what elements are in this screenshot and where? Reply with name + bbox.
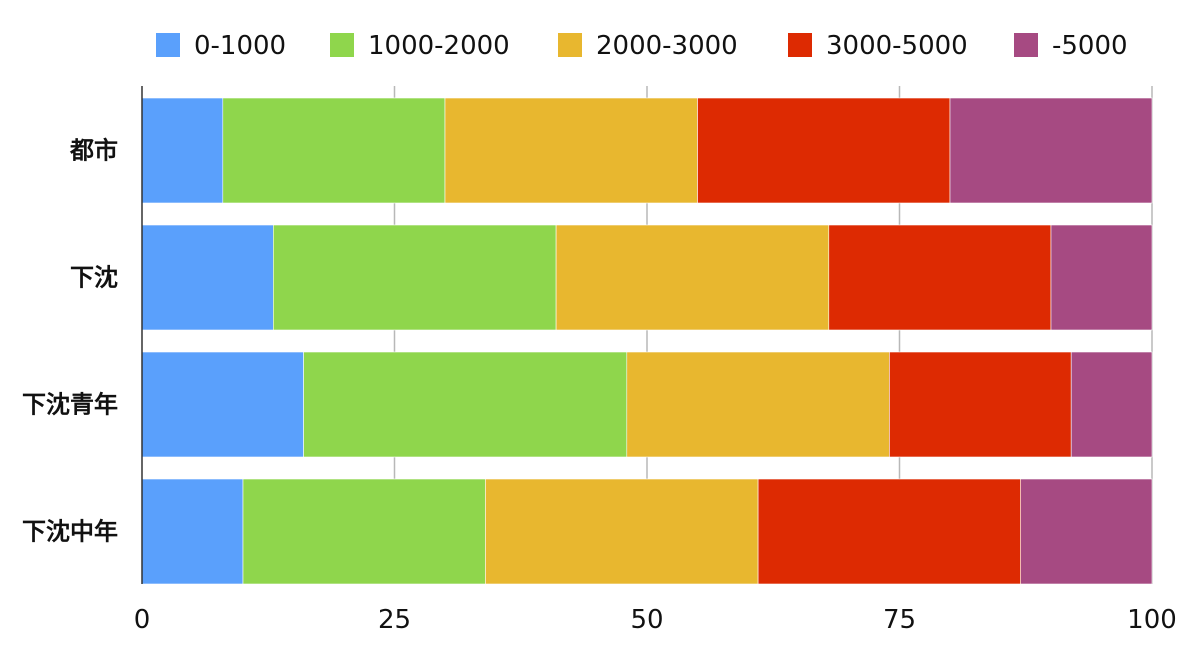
bar-segment-3-2 bbox=[485, 478, 759, 585]
bar-segment-0-1 bbox=[222, 97, 446, 204]
x-tick-label-50: 50 bbox=[630, 605, 663, 635]
bar-segment-2-2 bbox=[626, 351, 890, 458]
bar-segment-2-3 bbox=[889, 351, 1072, 458]
bar-segment-3-0 bbox=[141, 478, 244, 585]
bar-segment-1-2 bbox=[555, 224, 830, 331]
legend-swatch-0 bbox=[156, 33, 180, 57]
bar-segment-1-3 bbox=[828, 224, 1052, 331]
legend-label-4: -5000 bbox=[1052, 31, 1128, 61]
bar-segment-2-4 bbox=[1070, 351, 1153, 458]
legend-swatch-2 bbox=[558, 33, 582, 57]
x-tick-label-100: 100 bbox=[1127, 605, 1177, 635]
legend-swatch-4 bbox=[1014, 33, 1038, 57]
bar-segment-0-2 bbox=[444, 97, 698, 204]
legend-swatch-3 bbox=[788, 33, 812, 57]
legend-swatch-1 bbox=[330, 33, 354, 57]
category-label: 都市 bbox=[69, 137, 118, 165]
bar-segment-1-4 bbox=[1050, 224, 1153, 331]
bar-segment-0-4 bbox=[949, 97, 1153, 204]
x-tick-label-0: 0 bbox=[134, 605, 151, 635]
bar-segment-2-0 bbox=[141, 351, 304, 458]
category-label: 下沈 bbox=[70, 264, 118, 292]
legend-label-3: 3000-5000 bbox=[826, 31, 968, 61]
legend: 0-1000 1000-2000 2000-3000 3000-5000 -5000 bbox=[156, 31, 1128, 61]
bar-segment-3-3 bbox=[757, 478, 1021, 585]
legend-label-1: 1000-2000 bbox=[368, 31, 510, 61]
bar-segment-1-1 bbox=[272, 224, 557, 331]
bar-segment-3-1 bbox=[242, 478, 486, 585]
bar-segment-0-0 bbox=[141, 97, 224, 204]
bar-segment-2-1 bbox=[303, 351, 628, 458]
x-tick-label-75: 75 bbox=[883, 605, 916, 635]
x-tick-label-25: 25 bbox=[378, 605, 411, 635]
category-label: 下沈青年 bbox=[22, 391, 118, 419]
bar-segment-1-0 bbox=[141, 224, 274, 331]
legend-label-0: 0-1000 bbox=[194, 31, 286, 61]
bar-segment-0-3 bbox=[697, 97, 951, 204]
bar-segment-3-4 bbox=[1020, 478, 1153, 585]
bars bbox=[141, 97, 1153, 585]
legend-label-2: 2000-3000 bbox=[596, 31, 738, 61]
category-label: 下沈中年 bbox=[22, 518, 118, 546]
